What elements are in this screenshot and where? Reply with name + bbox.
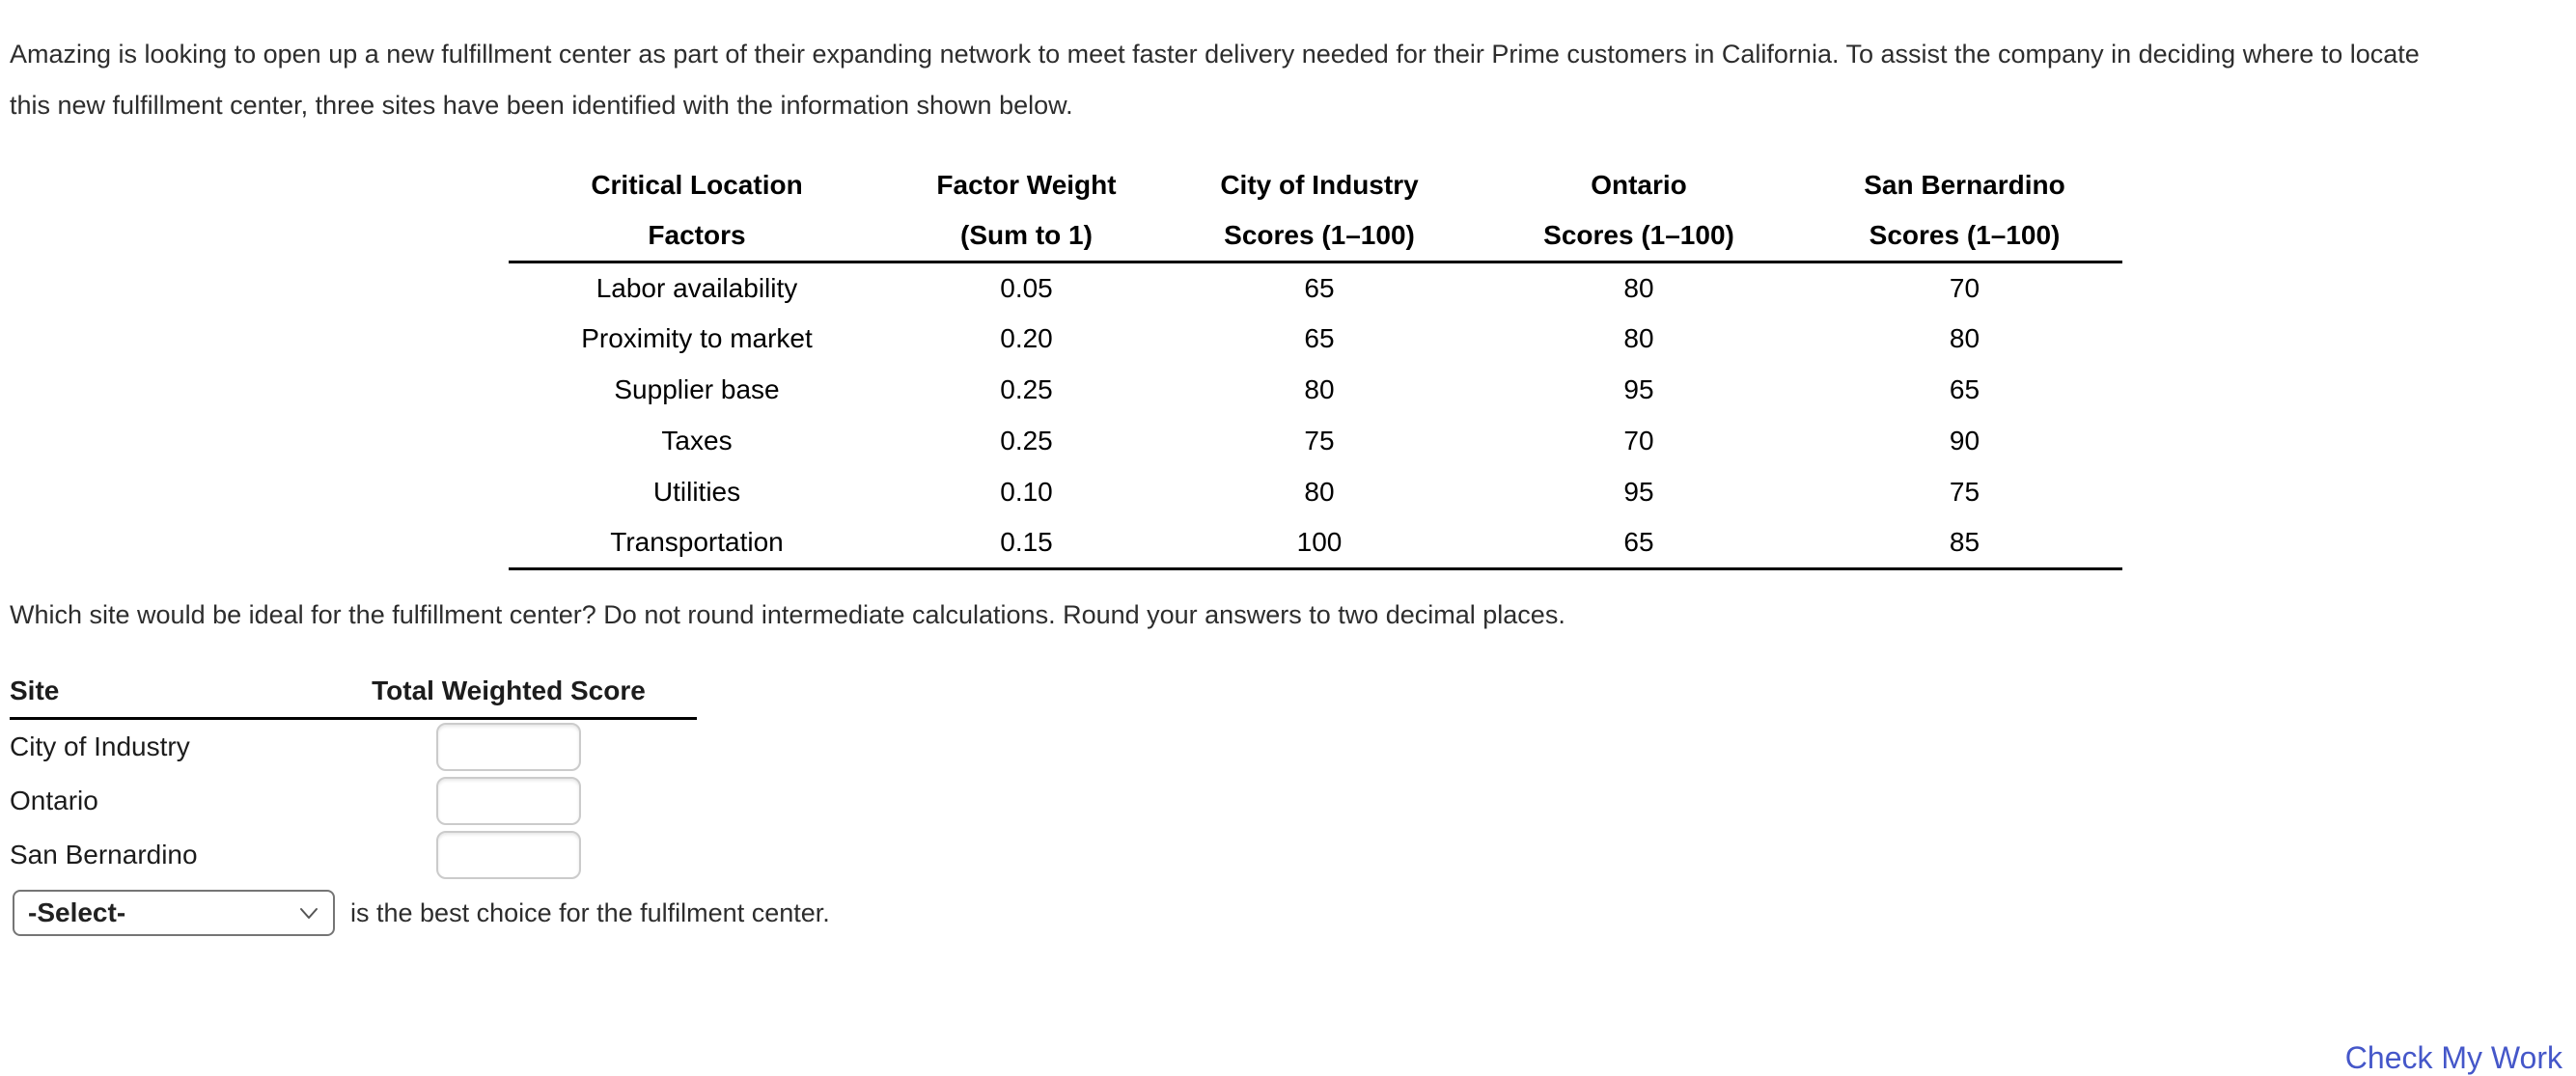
table-row: Proximity to market 0.20 65 80 80 <box>509 314 2122 365</box>
weight-cell: 0.10 <box>1000 477 1053 507</box>
table-row: Utilities 0.10 80 95 75 <box>509 467 2122 518</box>
ontario-score-cell: 70 <box>1623 426 1654 455</box>
san-bernardino-score-cell: 80 <box>1949 323 1980 353</box>
city-of-industry-score-cell: 75 <box>1304 426 1335 455</box>
score-cell <box>330 723 687 771</box>
factor-name-cell: Labor availability <box>596 272 798 303</box>
best-site-select[interactable]: -Select- <box>13 890 335 936</box>
site-label: Ontario <box>10 786 98 815</box>
ontario-score-cell: 80 <box>1623 272 1654 303</box>
intro-paragraph: Amazing is looking to open up a new fulf… <box>10 40 2420 120</box>
answer-row: Ontario <box>10 774 697 828</box>
answer-row: City of Industry <box>10 720 697 774</box>
site-label: San Bernardino <box>10 840 198 869</box>
answer-table: Site Total Weighted Score City of Indust… <box>10 676 697 882</box>
weight-cell: 0.25 <box>1000 426 1053 455</box>
select-value: -Select- <box>28 897 126 927</box>
header-factor-weight: Factor Weight (Sum to 1) <box>936 170 1117 250</box>
city-of-industry-score-cell: 80 <box>1304 477 1335 507</box>
conclusion-sentence: is the best choice for the fulfilment ce… <box>350 897 830 927</box>
table-row: Transportation 0.15 100 65 85 <box>509 518 2122 569</box>
table-row: Taxes 0.25 75 70 90 <box>509 416 2122 467</box>
city-of-industry-score-cell: 65 <box>1304 323 1335 353</box>
header-critical-location-factors: Critical Location Factors <box>591 170 803 250</box>
weight-cell: 0.20 <box>1000 323 1053 353</box>
san-bernardino-score-cell: 70 <box>1949 272 1980 303</box>
ontario-score-input[interactable] <box>436 777 581 825</box>
city-of-industry-score-cell: 65 <box>1304 272 1335 303</box>
location-factors-table: Critical Location Factors Factor Weight … <box>509 160 2122 570</box>
san-bernardino-score-cell: 65 <box>1949 374 1980 404</box>
city-of-industry-score-cell: 80 <box>1304 374 1335 404</box>
san-bernardino-score-cell: 85 <box>1949 527 1980 558</box>
score-cell <box>330 831 687 879</box>
site-label: City of Industry <box>10 731 190 761</box>
table-row: Labor availability 0.05 65 80 70 <box>509 262 2122 314</box>
ontario-score-cell: 95 <box>1623 477 1654 507</box>
city-of-industry-score-input[interactable] <box>436 723 581 771</box>
conclusion-row: -Select- is the best choice for the fulf… <box>13 890 830 936</box>
score-cell <box>330 777 687 825</box>
weight-cell: 0.05 <box>1000 272 1053 303</box>
check-my-work-link[interactable]: Check My Work <box>2344 1040 2562 1075</box>
header-san-bernardino-scores: San Bernardino Scores (1–100) <box>1864 170 2065 250</box>
city-of-industry-score-cell: 100 <box>1296 527 1343 558</box>
header-city-of-industry-scores: City of Industry Scores (1–100) <box>1220 170 1419 250</box>
factor-name-cell: Supplier base <box>614 374 780 404</box>
answer-row: San Bernardino <box>10 828 697 882</box>
table-row: Supplier base 0.25 80 95 65 <box>509 365 2122 416</box>
ontario-score-cell: 95 <box>1623 374 1654 404</box>
factors-header-row: Critical Location Factors Factor Weight … <box>509 160 2122 262</box>
factor-name-cell: Proximity to market <box>581 323 813 353</box>
factor-name-cell: Utilities <box>652 477 741 507</box>
site-header: Site <box>10 676 60 705</box>
total-weighted-score-header: Total Weighted Score <box>372 676 646 705</box>
san-bernardino-score-cell: 90 <box>1949 426 1980 455</box>
ontario-score-cell: 80 <box>1623 323 1654 353</box>
chevron-down-icon <box>296 900 321 925</box>
ontario-score-cell: 65 <box>1623 527 1654 558</box>
factor-name-cell: Transportation <box>610 527 784 558</box>
weight-cell: 0.25 <box>1000 374 1053 404</box>
question-text: Which site would be ideal for the fulfil… <box>10 600 1565 629</box>
weight-cell: 0.15 <box>1000 527 1053 558</box>
header-ontario-scores: Ontario Scores (1–100) <box>1543 170 1734 250</box>
factor-name-cell: Taxes <box>661 426 733 455</box>
san-bernardino-score-cell: 75 <box>1949 477 1980 507</box>
san-bernardino-score-input[interactable] <box>436 831 581 879</box>
answer-table-header: Site Total Weighted Score <box>10 676 697 720</box>
